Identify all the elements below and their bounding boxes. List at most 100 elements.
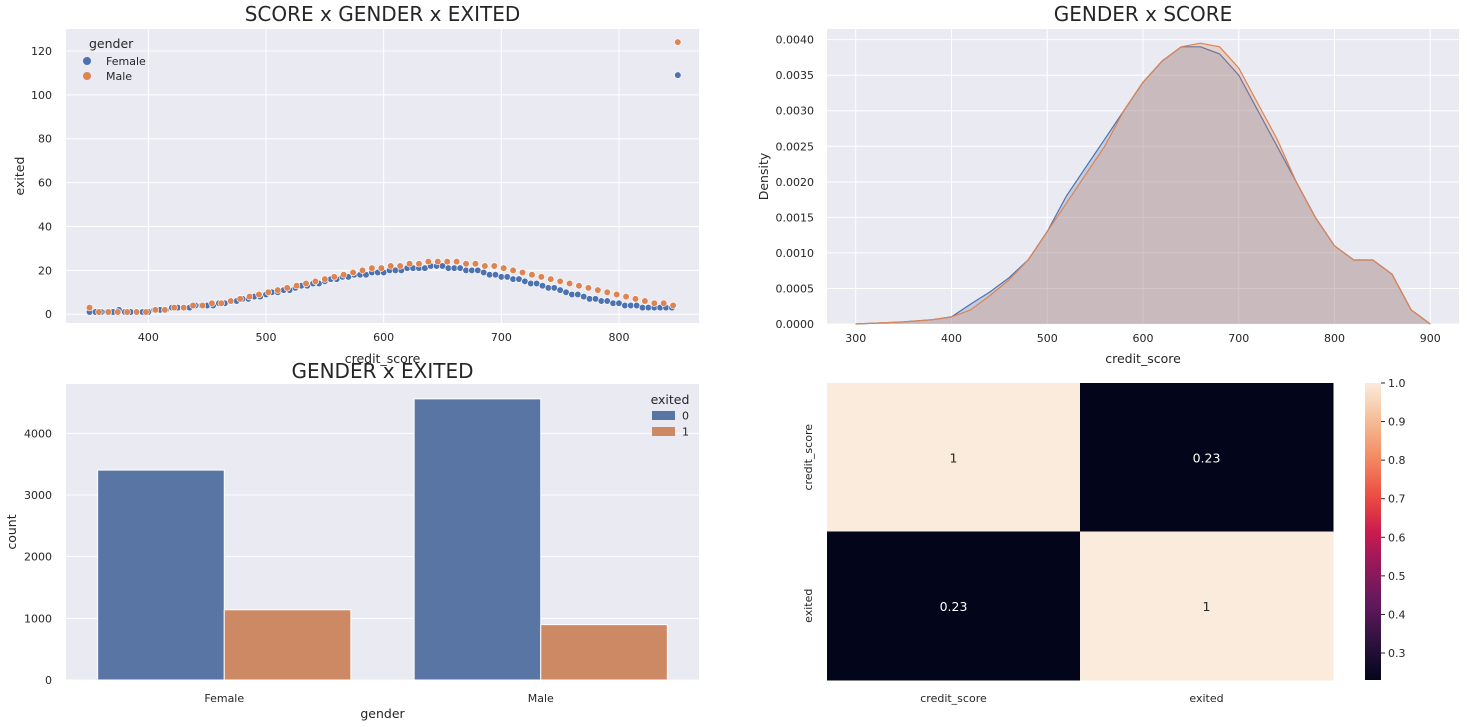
scatter-point-male <box>462 260 470 268</box>
kde-ytick-label: 0.0005 <box>776 282 815 295</box>
heatmap-ytick-label: credit_score <box>802 424 815 491</box>
scatter-xtick-label: 600 <box>373 331 394 344</box>
scatter-point-male <box>283 284 291 292</box>
kde-ytick-label: 0.0015 <box>776 211 815 224</box>
scatter-point-male <box>594 286 602 294</box>
colorbar-tick-label: 0.3 <box>1388 647 1406 660</box>
heatmap-xtick-label: credit_score <box>920 692 987 705</box>
colorbar-tick-label: 0.5 <box>1388 570 1406 583</box>
heatmap-xtick-label: exited <box>1189 692 1223 705</box>
bar-male-exited-1 <box>540 624 668 681</box>
heatmap-cell <box>1080 383 1334 532</box>
kde-line-male <box>855 42 1431 325</box>
scatter-point-male <box>424 257 432 266</box>
bar-xtick-label: Male <box>528 692 554 705</box>
kde-xtick-label: 500 <box>1037 332 1058 345</box>
scatter-legend-label: Male <box>106 70 132 83</box>
scatter-point-male <box>198 301 207 310</box>
scatter-ytick-label: 100 <box>31 89 52 102</box>
scatter-point-male <box>641 297 649 305</box>
scatter-legend-label: Female <box>106 55 146 68</box>
kde-xtick-label: 400 <box>941 332 962 345</box>
scatter-point-male <box>547 275 555 283</box>
scatter-point-male <box>650 299 658 307</box>
scatter-ytick-label: 40 <box>38 220 52 233</box>
heatmap-annotation: 1 <box>950 450 958 465</box>
bar-xtick-label: Female <box>204 692 244 705</box>
bar-legend-label: 1 <box>682 426 689 439</box>
scatter-title: SCORE x GENDER x EXITED <box>245 2 521 26</box>
scatter-point-male <box>311 277 320 285</box>
bar-ytick-label: 3000 <box>24 489 52 502</box>
bar-ytick-label: 1000 <box>24 612 52 625</box>
bar-chart: 0 1000 2000 3000 4000 Female Male GENDER x EXIT… <box>4 359 699 721</box>
scatter-point-male <box>104 308 112 316</box>
scatter-point-male <box>584 284 593 292</box>
scatter-xtick-label: 500 <box>256 331 277 344</box>
scatter-ytick-label: 80 <box>38 133 52 146</box>
scatter-point-male <box>274 286 282 294</box>
colorbar-tick-label: 0.4 <box>1388 608 1406 621</box>
scatter-point-male <box>660 299 668 307</box>
scatter-point-male <box>669 301 677 310</box>
kde-ytick-label: 0.0020 <box>776 176 815 189</box>
scatter-point-male <box>142 308 150 316</box>
heatmap-ytick-label: exited <box>802 589 815 623</box>
heatmap-cell <box>827 531 1081 681</box>
scatter-point-male <box>575 282 583 290</box>
bar-female-exited-1 <box>223 609 352 681</box>
scatter-point-male <box>674 38 682 46</box>
scatter-point-male <box>255 290 263 299</box>
scatter-point-male <box>622 293 630 301</box>
bar-legend-swatch <box>652 411 675 420</box>
scatter-point-male <box>490 262 498 270</box>
scatter-point-male <box>123 308 131 316</box>
colorbar-tick-label: 1.0 <box>1388 377 1406 390</box>
kde-ytick-label: 0.0035 <box>776 69 815 82</box>
scatter-point-male <box>293 282 301 290</box>
bar-xlabel: gender <box>360 706 405 721</box>
scatter-legend-marker <box>83 57 91 65</box>
scatter-point-male <box>85 304 94 312</box>
scatter-xtick-label: 400 <box>138 331 159 344</box>
colorbar <box>1365 383 1381 680</box>
scatter-point-male <box>387 262 395 270</box>
bar-ytick-label: 2000 <box>24 551 52 564</box>
kde-area-female <box>855 46 1431 325</box>
heatmap-annotation: 0.23 <box>1193 450 1221 465</box>
kde-xtick-label: 900 <box>1420 332 1441 345</box>
scatter-point-male <box>189 301 197 310</box>
scatter-point-male <box>264 288 272 296</box>
scatter-legend-marker <box>83 72 91 80</box>
bar-female-exited-0 <box>97 469 225 681</box>
kde-ytick-label: 0.0040 <box>776 34 815 47</box>
scatter-point-male <box>396 262 404 270</box>
kde-xtick-label: 800 <box>1324 332 1345 345</box>
kde-ytick-label: 0.0030 <box>776 105 815 118</box>
kde-ytick-label: 0.0000 <box>776 318 815 331</box>
scatter-point-male <box>330 273 338 281</box>
scatter-point-male <box>434 257 442 266</box>
scatter-point-male <box>528 271 536 279</box>
scatter-point-male <box>180 304 188 312</box>
scatter-ytick-label: 120 <box>31 45 52 58</box>
heatmap-cell <box>1080 531 1334 681</box>
bar-title: GENDER x EXITED <box>291 359 473 383</box>
scatter-point-male <box>208 299 216 307</box>
kde-xtick-label: 300 <box>845 332 866 345</box>
scatter-point-male <box>631 295 640 303</box>
scatter-point-male <box>509 266 517 274</box>
bar-legend-title: exited <box>651 392 690 407</box>
scatter-point-male <box>170 304 178 312</box>
bar-legend-label: 0 <box>682 410 689 423</box>
scatter-point-male <box>236 295 244 303</box>
scatter-ytick-label: 60 <box>38 177 52 190</box>
kde-title: GENDER x SCORE <box>1054 2 1233 26</box>
colorbar-tick-label: 0.7 <box>1388 493 1406 506</box>
scatter-point-male <box>95 308 103 316</box>
kde-ytick-label: 0.0025 <box>776 140 815 153</box>
kde-xtick-label: 600 <box>1133 332 1154 345</box>
scatter-point-male <box>358 266 367 274</box>
scatter-point-male <box>500 264 508 272</box>
